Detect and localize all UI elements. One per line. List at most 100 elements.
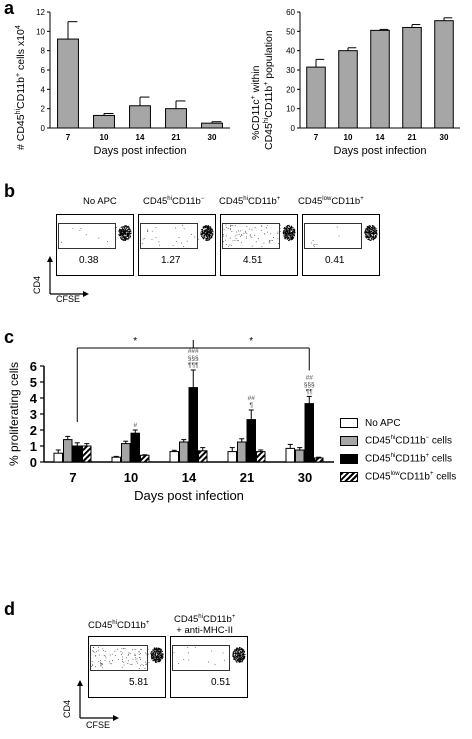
flow-dot (367, 236, 369, 238)
flow-b-title-4: CD45lowCD11b+ (298, 196, 364, 208)
flow-dot (85, 234, 87, 236)
flow-dot (155, 659, 157, 661)
flow-dot (291, 225, 293, 227)
flow-dot (148, 662, 150, 664)
flow-dot (123, 228, 125, 230)
flow-dot (261, 246, 263, 248)
flow-dot (125, 228, 127, 230)
flow-dot (285, 235, 287, 237)
flow-dot (206, 235, 208, 237)
flow-dot (206, 227, 208, 229)
flow-dot (156, 652, 158, 654)
flow-dot (101, 667, 103, 669)
flow-dot (201, 232, 204, 234)
flow-dot (127, 228, 129, 230)
flow-dot (203, 232, 205, 234)
flow-dot (368, 236, 370, 238)
flow-dot (194, 647, 196, 649)
chart-c-bar (304, 403, 314, 463)
flow-dot (369, 227, 371, 230)
flow-dot (277, 231, 279, 233)
flow-dot (128, 652, 130, 654)
flow-dot (289, 239, 291, 241)
flow-dot (162, 654, 164, 656)
flow-dot (206, 231, 208, 233)
flow-dot (373, 226, 375, 228)
flow-dot (188, 659, 190, 661)
legend-label-1: No APC (365, 417, 401, 429)
flow-dot (238, 658, 240, 661)
flow-dot (129, 653, 131, 655)
chart-c-ytick-label: 4 (30, 391, 38, 406)
chart-c-xtick-label: 21 (240, 470, 254, 485)
flow-dot (153, 656, 155, 658)
flow-dot (155, 657, 157, 659)
legend-item-cd45low-cd11b-pos: CD45lowCD11b+ cells (340, 468, 456, 486)
flow-dot (234, 660, 236, 662)
flow-dot (124, 232, 126, 234)
flow-dot (95, 655, 97, 657)
flow-dot (102, 649, 104, 651)
flow-dot (373, 232, 375, 234)
flow-dot (94, 651, 96, 653)
flow-dot (103, 655, 105, 656)
flow-dot (365, 230, 367, 232)
flow-dot (242, 659, 244, 662)
flow-dot (234, 652, 236, 654)
flow-dot (135, 659, 137, 661)
flow-dot (160, 659, 162, 661)
flow-dot (288, 237, 290, 239)
flow-dot (282, 233, 285, 235)
flow-dot (201, 234, 203, 236)
flow-dot (92, 664, 93, 666)
flow-dot (120, 235, 122, 237)
flow-dot (365, 234, 367, 236)
flow-dot (368, 232, 370, 234)
flow-dot (312, 239, 314, 241)
flow-dot (128, 237, 130, 239)
flow-dot (150, 656, 153, 658)
flow-dot (147, 648, 149, 650)
flow-dot (157, 650, 159, 652)
chart-c-xtick-label: 7 (69, 470, 76, 485)
flow-dot (152, 653, 154, 655)
flow-dot (369, 236, 371, 238)
chart-a-right-xtick-label: 7 (314, 133, 319, 142)
flow-dot (311, 242, 313, 244)
flow-dot (200, 230, 202, 232)
flow-d-dots-2 (173, 646, 246, 666)
flow-dot (225, 244, 227, 245)
flow-dot (206, 239, 208, 241)
flow-dot (292, 227, 294, 229)
flow-dot (234, 225, 236, 227)
flow-dot (155, 647, 157, 649)
flow-dot (293, 230, 295, 232)
flow-b-value-4: 0.41 (325, 255, 345, 266)
flow-dot (232, 656, 234, 658)
flow-dot (152, 657, 155, 659)
flow-dot (201, 228, 203, 230)
flow-dot (236, 659, 238, 661)
flow-dot (261, 226, 263, 228)
flow-dot (224, 659, 226, 661)
flow-dot (119, 232, 121, 234)
flow-dot (293, 233, 295, 235)
flow-dot (283, 235, 285, 237)
chart-c-sig-annotation: §§§ (188, 355, 199, 362)
flow-dot (368, 234, 370, 236)
flow-dot (233, 655, 235, 657)
flow-dot (270, 233, 271, 235)
chart-a-left-ytick-label: 10 (36, 27, 45, 36)
flow-dot (236, 655, 238, 657)
flow-dot (239, 653, 241, 655)
chart-c-xlabel: Days post infection (134, 488, 244, 503)
flow-dot (285, 231, 287, 233)
flow-dot (209, 226, 212, 228)
flow-b-title-2: CD45hiCD11b− (143, 196, 205, 208)
flow-dot (139, 664, 141, 666)
flow-dot (236, 231, 238, 233)
flow-dot (124, 237, 126, 239)
flow-dot (285, 230, 287, 232)
flow-dot (125, 225, 127, 227)
flow-dot (238, 647, 241, 649)
